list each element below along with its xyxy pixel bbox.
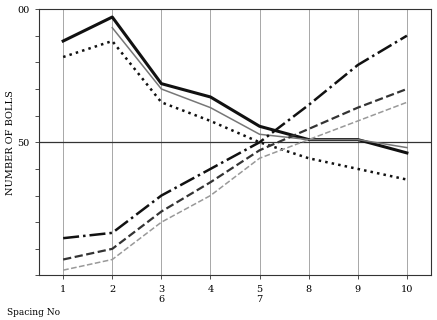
Y-axis label: NUMBER OF BOLLS: NUMBER OF BOLLS <box>6 90 14 195</box>
Text: Spacing No: Spacing No <box>7 308 60 317</box>
